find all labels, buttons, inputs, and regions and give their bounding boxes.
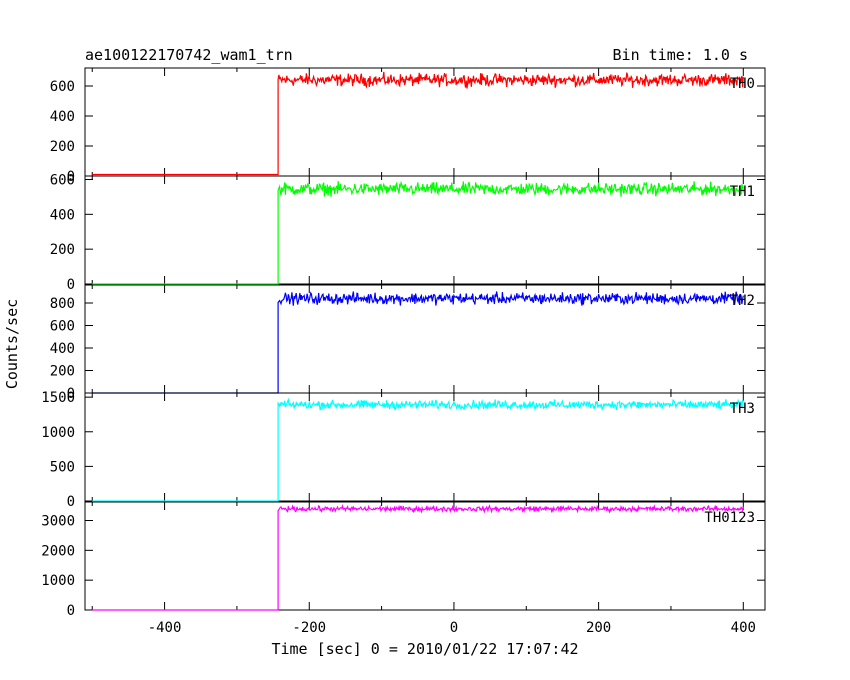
y-tick-label: 1500	[41, 390, 75, 406]
y-tick-label: 800	[50, 296, 75, 312]
y-tick-label: 1000	[41, 425, 75, 441]
series-th2	[92, 291, 744, 394]
y-tick-label: 0	[67, 494, 75, 510]
y-tick-label: 400	[50, 207, 75, 223]
x-tick-label: 0	[450, 620, 458, 636]
y-tick-label: 0	[67, 386, 75, 402]
panel-frame	[84, 501, 766, 611]
y-tick-label: 400	[50, 109, 75, 125]
panel-label: TH0	[730, 76, 755, 92]
panel-label: TH0123	[704, 510, 755, 526]
y-tick-label: 2000	[41, 543, 75, 559]
y-tick-label: 0	[67, 169, 75, 185]
series-th0	[92, 71, 744, 176]
y-tick-label: 0	[67, 603, 75, 619]
y-tick-label: 500	[50, 459, 75, 475]
y-tick-label: 600	[50, 79, 75, 95]
y-axis-label: Counts/sec	[3, 299, 21, 389]
panel-label: TH2	[730, 293, 755, 309]
series-th3	[92, 397, 744, 502]
y-tick-label: 200	[50, 139, 75, 155]
y-tick-label: 1000	[41, 573, 75, 589]
x-axis-label: Time [sec] 0 = 2010/01/22 17:07:42	[271, 640, 578, 658]
panel-th0123: 0 1000 2000 3000 TH0123	[41, 501, 766, 619]
y-tick-label: 400	[50, 341, 75, 357]
panel-th1: 0 200 400 600 TH1	[50, 172, 766, 293]
series-th1	[92, 180, 744, 285]
bin-time-label: Bin time: 1.0 s	[613, 46, 748, 64]
y-tick-label: 600	[50, 172, 75, 188]
x-tick-label: 200	[586, 620, 611, 636]
x-tick-label: -200	[292, 620, 326, 636]
panel-label: TH1	[730, 184, 755, 200]
panel-frame	[84, 175, 766, 285]
y-tick-label: 600	[50, 319, 75, 335]
panel-th0: 0 200 400 600 TH0	[50, 67, 766, 185]
panel-th2: 0 200 400 600 800 TH2	[50, 284, 766, 402]
panel-frame	[84, 67, 766, 177]
panel-frame	[84, 392, 766, 502]
x-tick-label: -400	[148, 620, 182, 636]
series-th0123	[92, 504, 744, 611]
y-tick-label: 200	[50, 364, 75, 380]
y-tick-label: 0	[67, 277, 75, 293]
y-tick-label: 3000	[41, 513, 75, 529]
x-axis: -400 -200 0 200 400	[148, 620, 756, 636]
y-tick-label: 200	[50, 242, 75, 258]
panels: 0 200 400 600 TH0 0 200 400 600 TH1 0 200 400 600 800 T…	[41, 67, 766, 619]
panel-th3: 0 500 1000 1500 TH3	[41, 390, 766, 510]
x-tick-label: 400	[731, 620, 756, 636]
chart-title: ae100122170742_wam1_trn	[85, 46, 293, 64]
panel-label: TH3	[730, 401, 755, 417]
